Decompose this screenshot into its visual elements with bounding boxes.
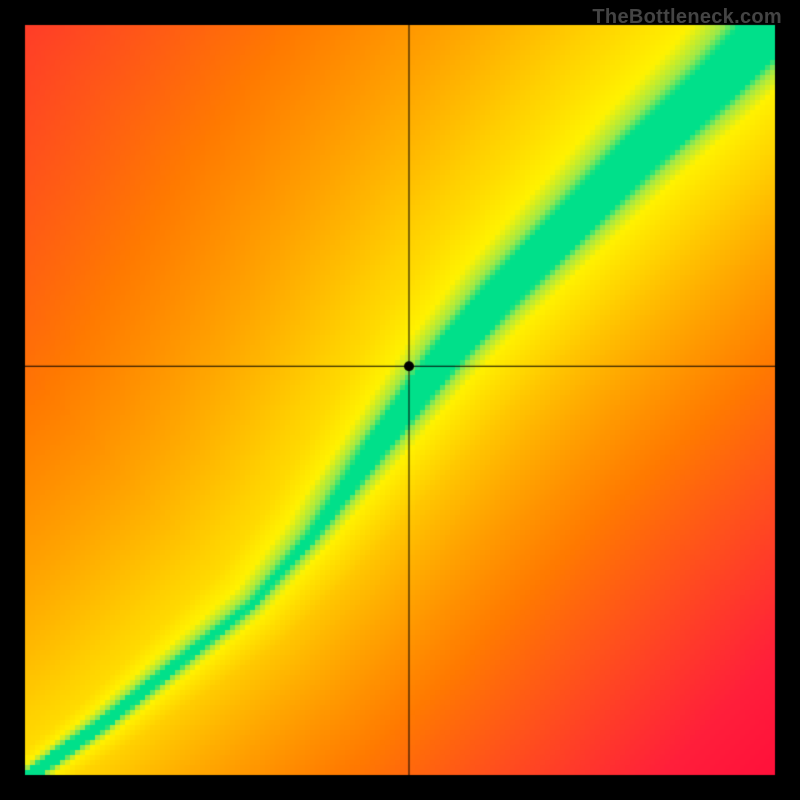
watermark-text: TheBottleneck.com bbox=[592, 6, 782, 29]
chart-container: TheBottleneck.com bbox=[0, 0, 800, 800]
bottleneck-heatmap-canvas bbox=[0, 0, 800, 800]
